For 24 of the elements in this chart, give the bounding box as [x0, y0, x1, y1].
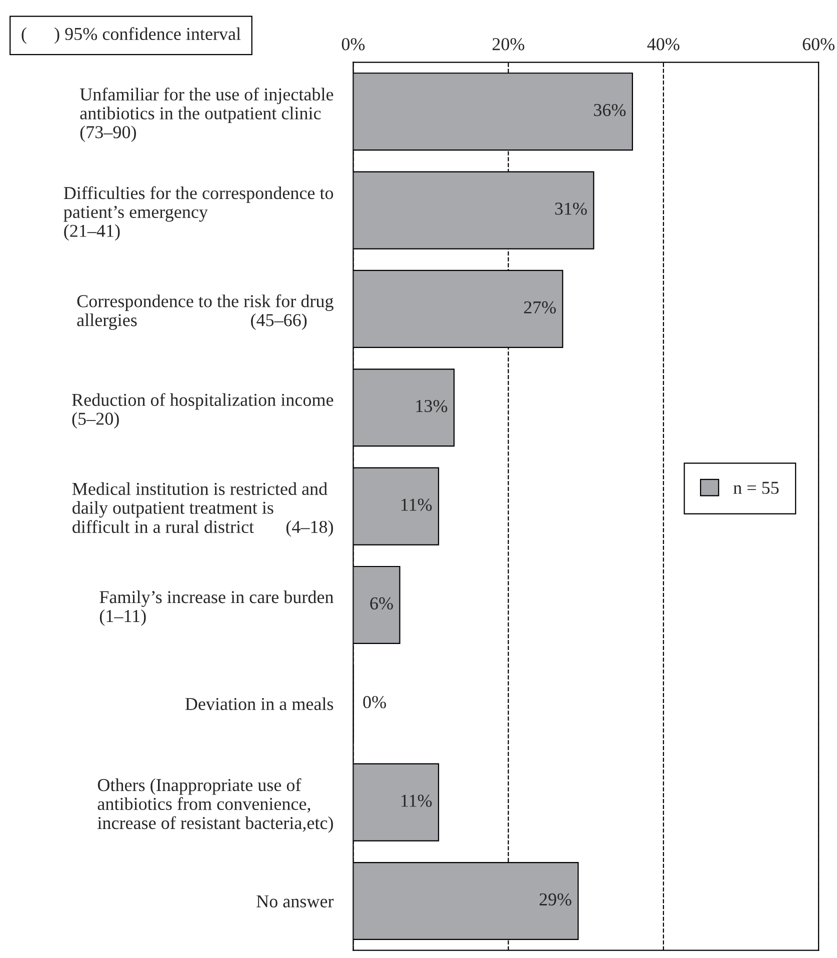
y-tick-label: Correspondence to the risk for drug allergies (45–66)	[77, 294, 334, 330]
data-label: 29%	[540, 893, 572, 906]
y-tick-label: Others (Inappropriate use of antibiotics from convenience, increase of resistant bacteria,etc)	[98, 778, 333, 833]
x-tick-label: 20%	[492, 38, 524, 50]
data-label: 36%	[594, 104, 626, 116]
x-tick-label: 60%	[802, 38, 835, 50]
y-tick-label: Medical institution is restricted and daily outpatient treatment is difficult in a rural district (4–18)	[72, 482, 333, 537]
y-tick-label: Unfamiliar for the use of injectable antibiotics in the outpatient clinic (73–90)	[80, 88, 334, 142]
data-label: 0%	[363, 696, 386, 708]
data-label: 27%	[524, 301, 556, 314]
data-label: 11%	[401, 794, 432, 807]
y-tick-label: No answer	[256, 895, 334, 908]
x-tick-label: 0%	[342, 38, 365, 50]
text: ( ) 95% confidence interval	[22, 27, 241, 44]
y-tick-label: Reduction of hospitalization income (5–20)	[72, 393, 334, 429]
x-tick-label: 40%	[647, 38, 680, 50]
y-tick-label: Difficulties for the correspondence to patient’s emergency (21–41)	[64, 186, 334, 241]
data-label: 6%	[370, 597, 393, 610]
data-label: 31%	[555, 202, 587, 215]
y-tick-label: Deviation in a meals	[185, 697, 334, 710]
legend-label: n = 55	[733, 482, 779, 494]
y-tick-label: Family’s increase in care burden (1–11)	[100, 590, 334, 626]
data-label: 13%	[416, 400, 448, 412]
data-label: 11%	[401, 498, 432, 511]
